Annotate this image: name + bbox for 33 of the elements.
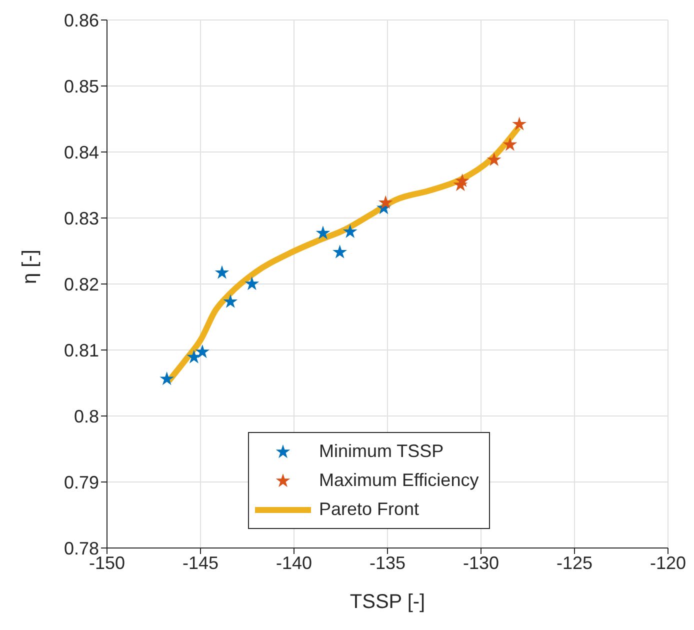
y-tick-label: 0.83 xyxy=(64,208,99,228)
point xyxy=(486,152,502,166)
legend-label: Pareto Front xyxy=(319,499,420,520)
point xyxy=(502,137,518,151)
x-tick-label: -125 xyxy=(556,552,593,573)
y-tick-label: 0.78 xyxy=(64,538,99,558)
point xyxy=(316,226,330,240)
y-tick-label: 0.84 xyxy=(64,142,99,162)
x-tick-label: -130 xyxy=(462,552,500,573)
y-tick-label: 0.86 xyxy=(64,10,99,30)
point xyxy=(244,276,260,290)
y-tick-label: 0.8 xyxy=(74,406,99,426)
x-tick-label: -120 xyxy=(650,552,686,573)
point xyxy=(512,116,527,130)
y-tick-label: 0.82 xyxy=(64,274,99,294)
point xyxy=(223,294,238,308)
point xyxy=(332,244,347,258)
x-axis-title: TSSP [-] xyxy=(350,591,426,613)
legend-label: Maximum Efficiency xyxy=(319,470,479,491)
point xyxy=(195,344,210,358)
point xyxy=(160,371,174,386)
x-tick-label: -140 xyxy=(276,552,312,573)
legend-label: Minimum TSSP xyxy=(319,441,444,462)
x-tick-label: -135 xyxy=(369,552,406,573)
point xyxy=(342,224,358,238)
point xyxy=(455,173,470,188)
y-tick-label: 0.79 xyxy=(64,472,99,492)
point xyxy=(214,265,230,279)
y-axis-title: η [-] xyxy=(19,250,42,284)
y-tick-label: 0.81 xyxy=(64,340,99,360)
point xyxy=(378,195,393,209)
y-tick-label: 0.85 xyxy=(64,76,99,96)
x-tick-label: -145 xyxy=(182,552,219,573)
